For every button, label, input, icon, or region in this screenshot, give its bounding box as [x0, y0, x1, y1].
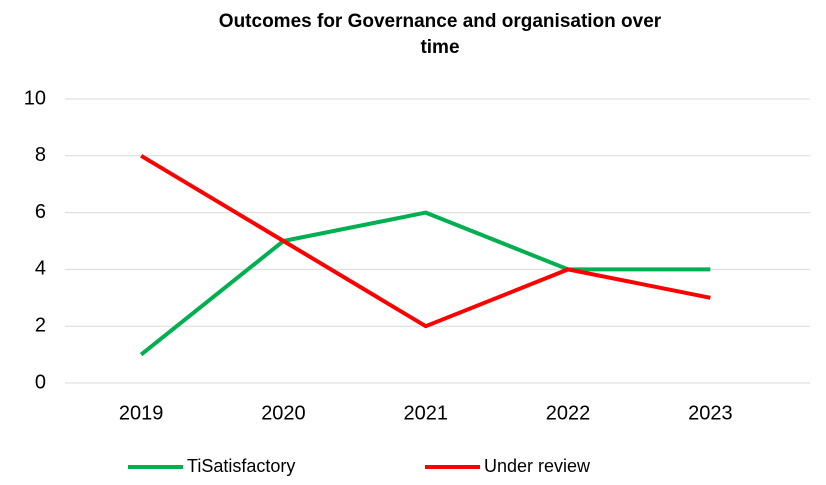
legend-label: Under review: [484, 456, 591, 476]
chart-title: Outcomes for Governance and organisation…: [219, 11, 662, 58]
x-tick-label: 2019: [119, 402, 164, 424]
x-tick-label: 2021: [404, 402, 449, 424]
series-line: [139, 210, 711, 357]
y-tick-label: 8: [35, 144, 46, 166]
x-tick-label: 2022: [546, 402, 591, 424]
x-tick-label: 2023: [688, 402, 733, 424]
series-line: [140, 154, 711, 329]
y-tick-label: 0: [35, 371, 46, 393]
y-tick-label: 4: [35, 258, 46, 280]
y-tick-label: 2: [35, 314, 46, 336]
x-tick-label: 2020: [261, 402, 306, 424]
y-tick-label: 6: [35, 201, 46, 223]
y-tick-label: 10: [24, 87, 46, 109]
legend-label: TiSatisfactory: [187, 456, 295, 476]
